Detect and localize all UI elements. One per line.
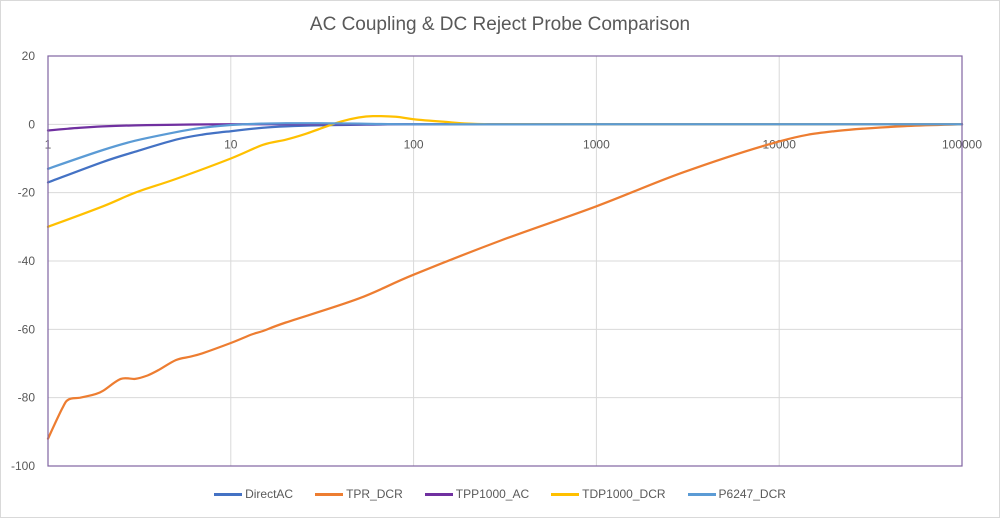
x-tick-label: 1000	[583, 137, 610, 151]
x-tick-label: 100	[404, 137, 424, 151]
legend-item-tdp1000-dcr: TDP1000_DCR	[551, 487, 666, 501]
grid-lines	[47, 55, 963, 467]
legend-swatch-icon	[315, 492, 344, 496]
series-line-p6247-dcr	[46, 122, 964, 170]
plot-area-border	[47, 55, 963, 467]
data-series	[46, 114, 964, 440]
legend-label: TPR_DCR	[346, 487, 403, 501]
legend: DirectAC TPR_DCR TPP1000_AC TDP1000_DCR P624…	[0, 487, 1000, 501]
y-tick-label: 20	[22, 49, 36, 63]
legend-swatch-icon	[214, 492, 243, 496]
legend-item-tpr-dcr: TPR_DCR	[315, 487, 403, 501]
legend-label: P6247_DCR	[718, 487, 786, 501]
legend-label: TDP1000_DCR	[582, 487, 666, 501]
x-tick-label: 10	[224, 137, 238, 151]
legend-label: TPP1000_AC	[455, 487, 530, 501]
legend-swatch-icon	[551, 492, 580, 496]
legend-item-directac: DirectAC	[214, 487, 293, 501]
y-axis-ticks: 20 0 -20 -40 -60 -80 -100	[11, 49, 35, 473]
series-line-tpr-dcr	[46, 123, 964, 440]
legend-label: DirectAC	[245, 487, 294, 501]
legend-item-tpp1000-ac: TPP1000_AC	[424, 487, 530, 501]
x-axis-ticks: 1 10 100 1000 10000 100000	[45, 137, 983, 151]
legend-item-p6247-dcr: P6247_DCR	[687, 487, 786, 501]
legend-swatch-icon	[687, 492, 716, 496]
y-tick-label: -100	[11, 459, 35, 473]
legend-swatch-icon	[424, 492, 453, 496]
x-tick-label: 10000	[763, 137, 797, 151]
y-tick-label: -20	[18, 186, 36, 200]
y-tick-label: -40	[18, 254, 36, 268]
chart-title: AC Coupling & DC Reject Probe Comparison	[309, 14, 691, 35]
y-tick-label: -80	[18, 391, 36, 405]
y-tick-label: 0	[28, 117, 35, 131]
y-tick-label: -60	[18, 322, 36, 336]
